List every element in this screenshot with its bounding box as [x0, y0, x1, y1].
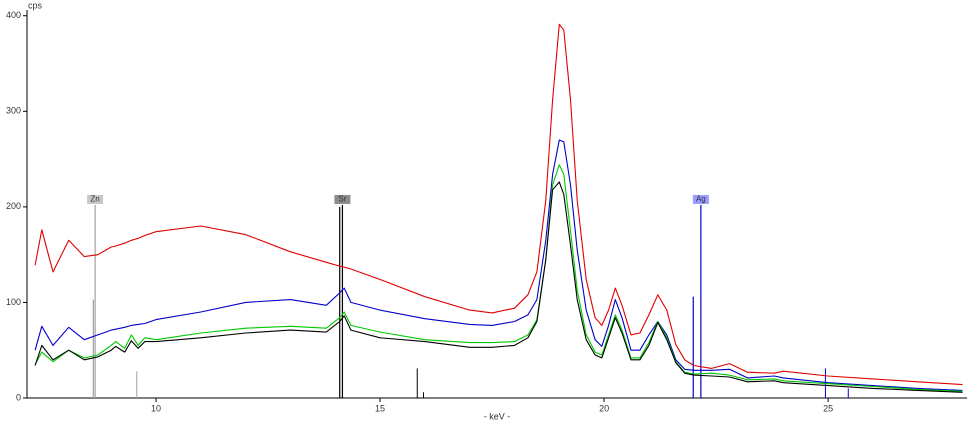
y-tick-label: 0 — [16, 392, 21, 402]
element-label: Sr — [338, 195, 346, 204]
spectrum-line — [34, 164, 963, 392]
element-label-box — [87, 194, 104, 204]
element-label: Ag — [696, 195, 706, 204]
spectrum-line — [34, 23, 963, 386]
y-tick-label: 200 — [6, 201, 21, 211]
y-tick-label: 300 — [6, 106, 21, 116]
y-tick-label: 100 — [6, 297, 21, 307]
spectrum-line — [34, 181, 963, 393]
element-label-box — [692, 194, 709, 204]
x-tick-label: 20 — [599, 403, 609, 413]
element-label: Zn — [90, 195, 99, 204]
x-axis-label: - keV - — [484, 411, 511, 421]
y-axis-label: cps — [28, 0, 43, 10]
x-tick-label: 25 — [823, 403, 833, 413]
y-tick-label: 400 — [6, 10, 21, 20]
spectrum-line — [34, 139, 963, 391]
element-label-box — [334, 194, 351, 204]
x-tick-label: 10 — [151, 403, 161, 413]
x-tick-label: 15 — [375, 403, 385, 413]
